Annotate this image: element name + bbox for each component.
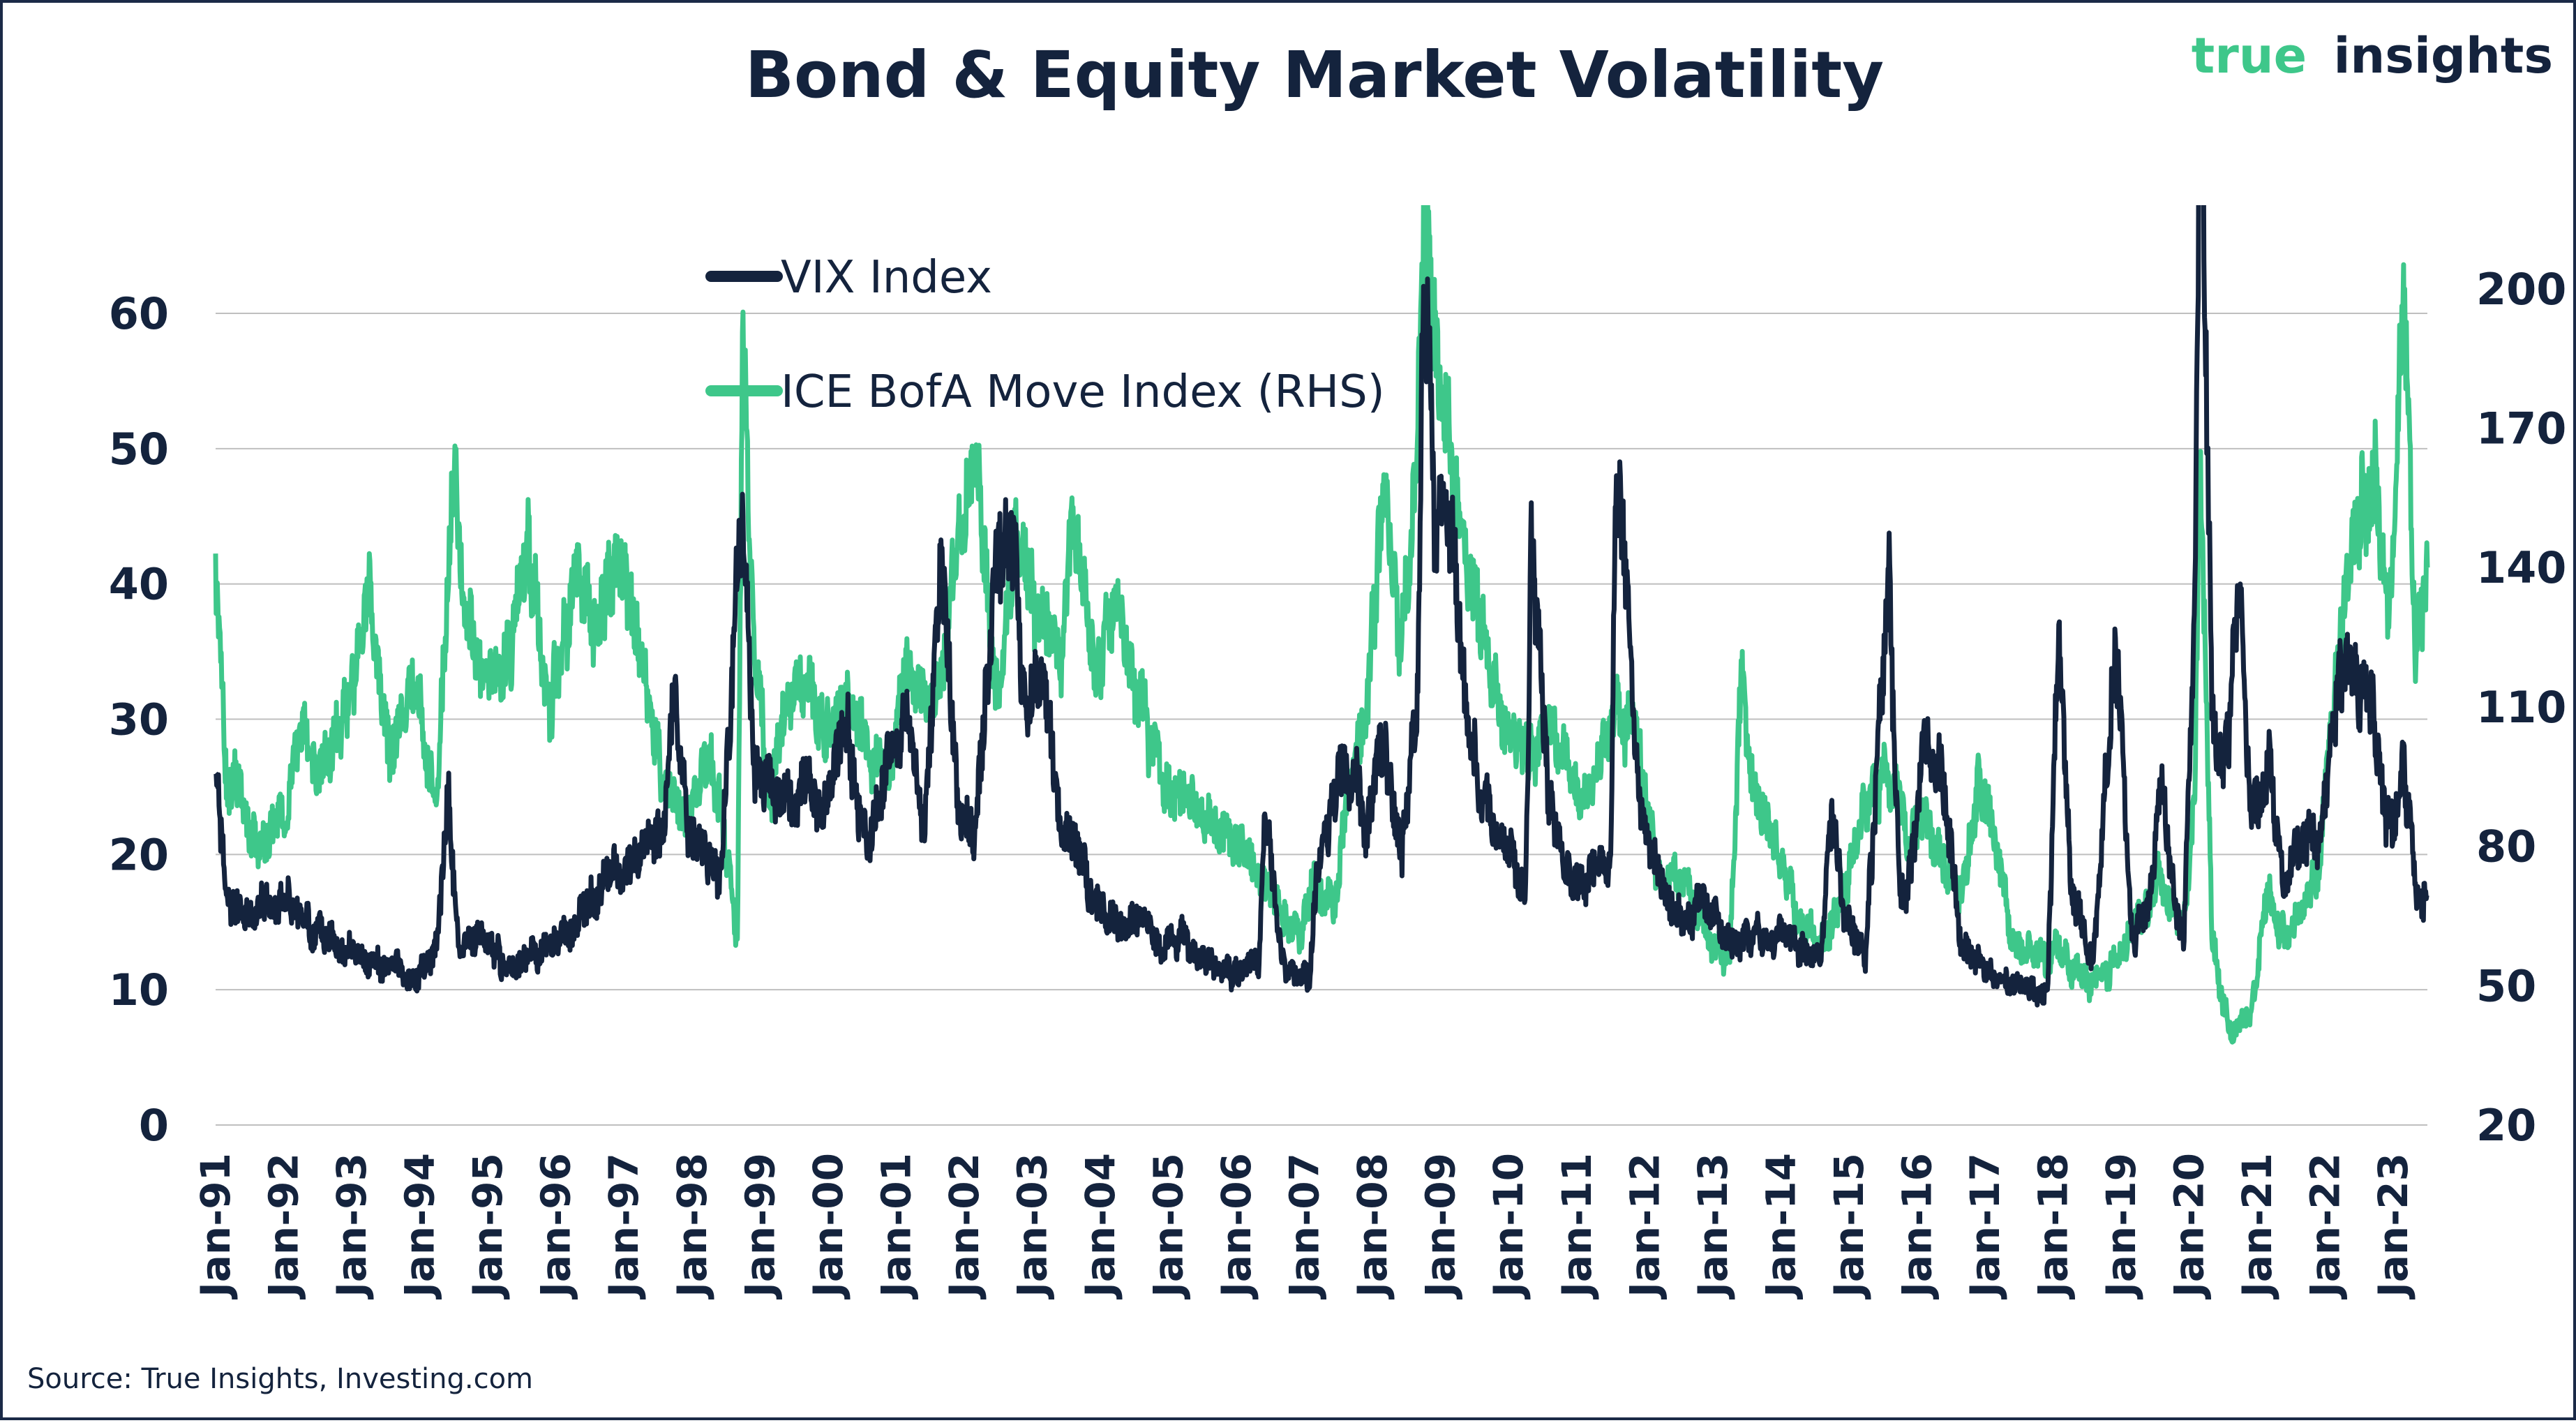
series-line-move xyxy=(213,205,2430,1045)
y-axis-right: 20 50 80 110 140 170 200 xyxy=(2476,264,2566,1151)
series-line-vix xyxy=(214,205,2429,1008)
x-tick-label: Jan-98 xyxy=(668,1153,716,1300)
x-tick-label: Jan-91 xyxy=(192,1153,239,1300)
y-left-tick-label: 50 xyxy=(109,424,169,475)
x-tick-label: Jan-21 xyxy=(2233,1153,2281,1300)
y-left-tick-label: 0 xyxy=(139,1100,169,1151)
x-tick-label: Jan-95 xyxy=(464,1153,511,1300)
x-tick-label: Jan-08 xyxy=(1349,1153,1396,1300)
y-left-tick-label: 60 xyxy=(109,288,169,339)
y-axis-left: 0 10 20 30 40 50 60 xyxy=(109,288,169,1151)
x-tick-label: Jan-14 xyxy=(1757,1153,1804,1300)
x-tick-label: Jan-06 xyxy=(1213,1153,1260,1300)
y-left-tick-label: 30 xyxy=(109,694,169,745)
y-left-tick-label: 10 xyxy=(109,964,169,1015)
x-tick-label: Jan-09 xyxy=(1417,1153,1465,1300)
x-tick-label: Jan-20 xyxy=(2166,1153,2213,1300)
x-tick-label: Jan-97 xyxy=(600,1153,647,1300)
x-tick-label: Jan-93 xyxy=(328,1153,375,1300)
x-tick-label: Jan-96 xyxy=(532,1153,580,1300)
x-tick-label: Jan-11 xyxy=(1553,1153,1601,1300)
chart-title: Bond & Equity Market Volatility xyxy=(745,38,1884,112)
brand-word-true: true xyxy=(2192,27,2307,84)
source-note: Source: True Insights, Investing.com xyxy=(27,1363,533,1395)
legend-entry-move: ICE BofA Move Index (RHS) xyxy=(705,366,1385,418)
x-tick-label: Jan-01 xyxy=(872,1153,920,1300)
x-tick-label: Jan-92 xyxy=(260,1153,308,1300)
legend-label-move: ICE BofA Move Index (RHS) xyxy=(781,366,1385,418)
x-tick-label: Jan-13 xyxy=(1689,1153,1737,1300)
y-right-tick-label: 20 xyxy=(2476,1100,2536,1151)
y-right-tick-label: 140 xyxy=(2476,542,2566,593)
y-right-tick-label: 170 xyxy=(2476,403,2566,454)
y-right-tick-label: 110 xyxy=(2476,682,2566,733)
x-tick-label: Jan-18 xyxy=(2030,1153,2077,1300)
x-tick-label: Jan-04 xyxy=(1077,1153,1124,1300)
legend: VIX Index ICE BofA Move Index (RHS) xyxy=(705,252,1385,418)
x-tick-label: Jan-12 xyxy=(1621,1153,1668,1300)
x-tick-label: Jan-23 xyxy=(2369,1153,2417,1300)
y-right-tick-label: 200 xyxy=(2476,264,2566,315)
brand-word-insights: insights xyxy=(2333,27,2553,84)
x-tick-label: Jan-05 xyxy=(1145,1153,1192,1300)
legend-label-vix: VIX Index xyxy=(781,252,992,304)
brand-logo: true insights xyxy=(2192,27,2553,84)
x-tick-label: Jan-07 xyxy=(1281,1153,1328,1300)
y-right-tick-label: 80 xyxy=(2476,821,2536,872)
x-tick-label: Jan-00 xyxy=(804,1153,852,1300)
x-tick-label: Jan-10 xyxy=(1485,1153,1532,1300)
x-tick-label: Jan-15 xyxy=(1825,1153,1873,1300)
y-right-tick-label: 50 xyxy=(2476,960,2536,1011)
x-tick-label: Jan-22 xyxy=(2302,1153,2349,1300)
x-tick-label: Jan-94 xyxy=(396,1153,444,1300)
chart-canvas: Bond & Equity Market Volatility true ins… xyxy=(27,27,2566,1395)
x-tick-label: Jan-99 xyxy=(736,1153,784,1300)
x-tick-label: Jan-02 xyxy=(941,1153,988,1300)
x-tick-label: Jan-03 xyxy=(1008,1153,1056,1300)
y-left-tick-label: 40 xyxy=(109,559,169,610)
series-lines xyxy=(213,205,2430,1045)
x-axis: Jan-91 Jan-92 Jan-93 Jan-94 Jan-95 Jan-96 Jan-… xyxy=(192,1153,2417,1300)
legend-entry-vix: VIX Index xyxy=(705,252,992,304)
x-tick-label: Jan-16 xyxy=(1893,1153,1940,1300)
x-tick-label: Jan-19 xyxy=(2097,1153,2145,1300)
y-left-tick-label: 20 xyxy=(109,829,169,880)
x-tick-label: Jan-17 xyxy=(1961,1153,2009,1300)
